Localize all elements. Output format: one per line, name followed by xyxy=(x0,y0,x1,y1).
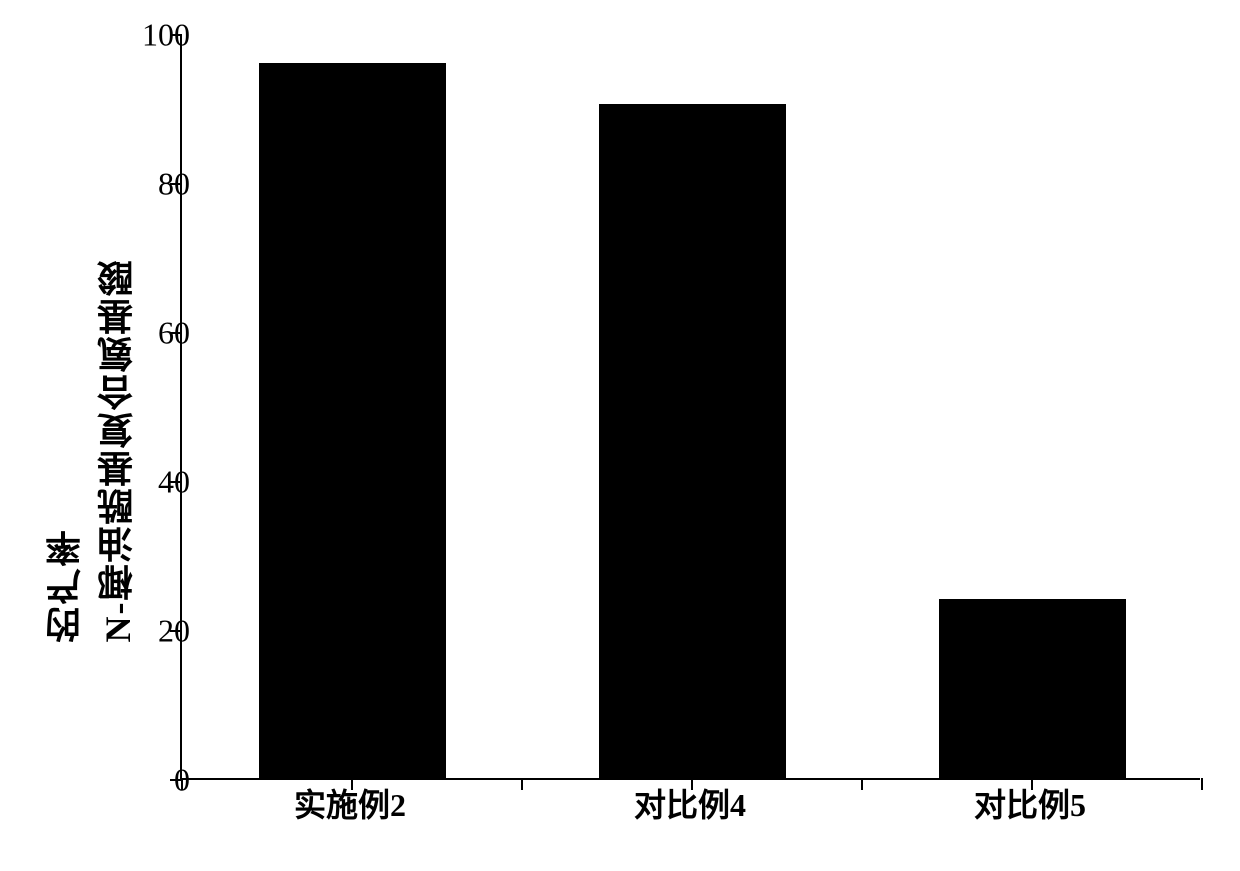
y-axis-label: N-椰油酰基复合氨基酸的产率 xyxy=(40,228,144,643)
x-boundary-tick xyxy=(861,778,863,790)
chart-container: N-椰油酰基复合氨基酸的产率 020406080100实施例2对比例4对比例5 xyxy=(60,20,1220,850)
y-tick-label: 40 xyxy=(158,464,190,501)
y-tick-label: 20 xyxy=(158,613,190,650)
y-tick-label: 0 xyxy=(174,762,190,799)
x-tick-label: 对比例5 xyxy=(974,780,1086,826)
bar xyxy=(599,104,786,778)
x-boundary-tick xyxy=(1201,778,1203,790)
plot-area xyxy=(180,35,1200,780)
bar xyxy=(939,599,1126,778)
x-tick-label: 实施例2 xyxy=(294,780,406,826)
y-tick-label: 100 xyxy=(142,17,190,54)
y-tick-label: 60 xyxy=(158,315,190,352)
bar xyxy=(259,63,446,778)
x-boundary-tick xyxy=(521,778,523,790)
x-tick-label: 对比例4 xyxy=(634,780,746,826)
y-tick-label: 80 xyxy=(158,166,190,203)
